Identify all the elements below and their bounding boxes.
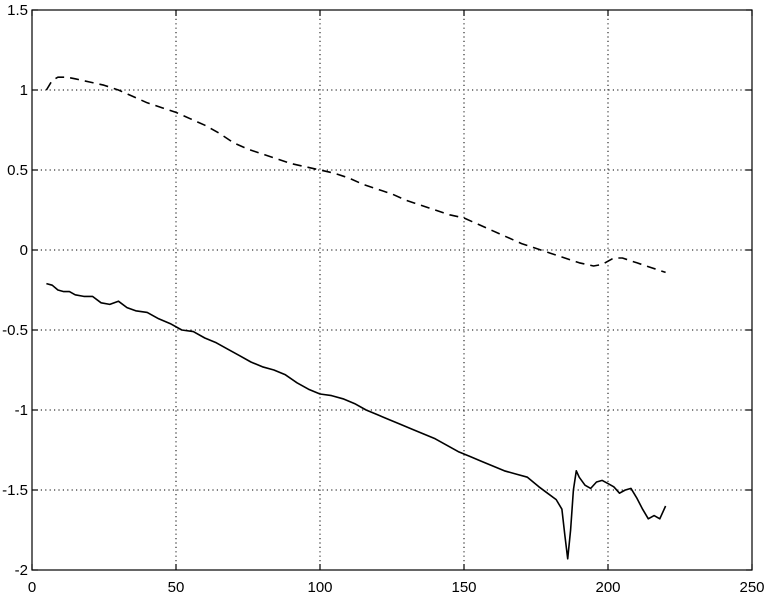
- solid-series-line: [46, 282, 667, 560]
- x-tick-label: 0: [28, 579, 36, 596]
- y-tick-label: 1.5: [7, 2, 28, 19]
- grid-layer: [32, 10, 752, 570]
- x-tick-label: 250: [739, 579, 764, 596]
- series-layer: [45, 76, 667, 560]
- y-tick-label: -0.5: [2, 322, 28, 339]
- y-tick-label: 0.5: [7, 162, 28, 179]
- x-tick-label: 50: [168, 579, 185, 596]
- tick-layer: [31, 9, 753, 571]
- plot-area-frame: [31, 9, 753, 571]
- y-tick-label: -2: [15, 562, 28, 579]
- x-tick-label: 150: [451, 579, 476, 596]
- x-tick-label: 100: [307, 579, 332, 596]
- x-tick-label: 200: [595, 579, 620, 596]
- y-tick-label: -1: [15, 402, 28, 419]
- dashed-series-line: [45, 76, 666, 274]
- y-tick-label: -1.5: [2, 482, 28, 499]
- y-tick-label: 0: [20, 242, 28, 259]
- y-tick-label: 1: [20, 82, 28, 99]
